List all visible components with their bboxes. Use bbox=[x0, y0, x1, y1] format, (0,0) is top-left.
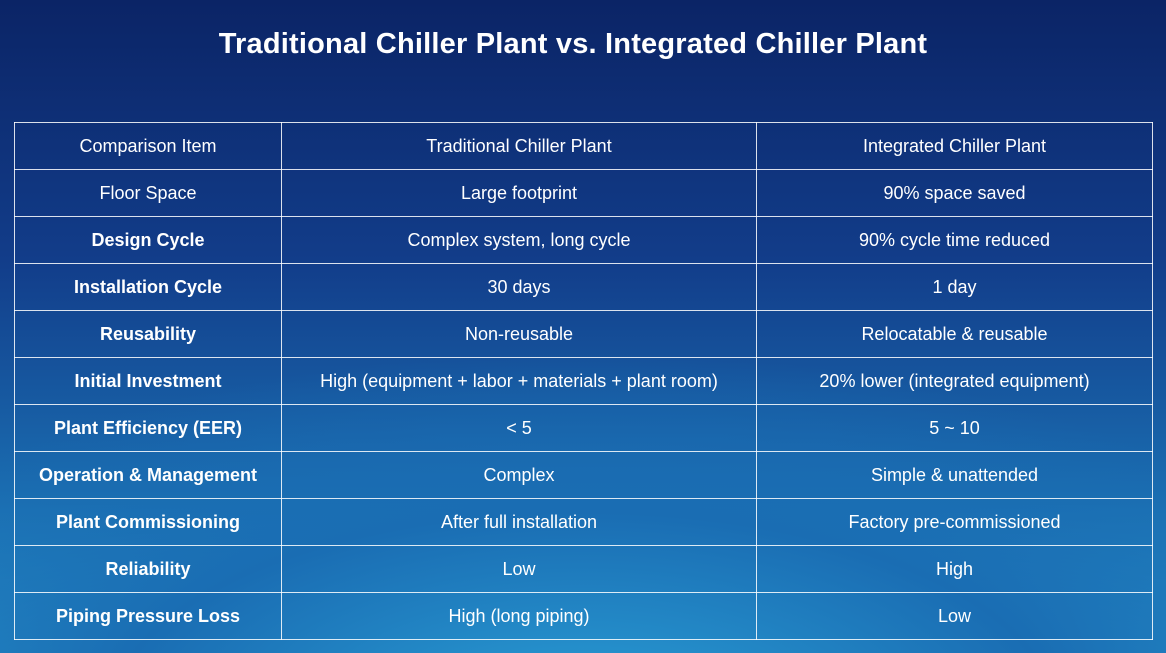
table-cell: After full installation bbox=[281, 498, 757, 546]
table-cell: Large footprint bbox=[281, 169, 757, 217]
table-cell: High (long piping) bbox=[281, 592, 757, 640]
row-label: Initial Investment bbox=[14, 357, 282, 405]
table-cell: High bbox=[756, 545, 1153, 593]
table-cell: Simple & unattended bbox=[756, 451, 1153, 499]
table-cell: Relocatable & reusable bbox=[756, 310, 1153, 358]
table-cell: 1 day bbox=[756, 263, 1153, 311]
table-row: Installation Cycle 30 days 1 day bbox=[14, 263, 1153, 311]
table-cell: Low bbox=[756, 592, 1153, 640]
table-cell: Complex system, long cycle bbox=[281, 216, 757, 264]
table-row: Piping Pressure Loss High (long piping) Lo… bbox=[14, 592, 1153, 640]
row-label: Operation & Management bbox=[14, 451, 282, 499]
table-row: Design Cycle Complex system, long cycle 90… bbox=[14, 216, 1153, 264]
table-cell: High (equipment + labor + materials + pl… bbox=[281, 357, 757, 405]
row-label: Installation Cycle bbox=[14, 263, 282, 311]
column-header: Integrated Chiller Plant bbox=[756, 122, 1153, 170]
row-label: Reliability bbox=[14, 545, 282, 593]
table-cell: 90% space saved bbox=[756, 169, 1153, 217]
row-label: Floor Space bbox=[14, 169, 282, 217]
row-label: Plant Commissioning bbox=[14, 498, 282, 546]
table-cell: 20% lower (integrated equipment) bbox=[756, 357, 1153, 405]
comparison-table: Comparison Item Traditional Chiller Plant… bbox=[14, 122, 1153, 640]
header-row: Comparison Item Traditional Chiller Plant… bbox=[14, 122, 1153, 170]
table-row: Floor Space Large footprint 90% space save… bbox=[14, 169, 1153, 217]
table-row: Operation & Management Complex Simple & un… bbox=[14, 451, 1153, 499]
table-row: Plant Commissioning After full installati… bbox=[14, 498, 1153, 546]
table-cell: 30 days bbox=[281, 263, 757, 311]
table-cell: 5 ~ 10 bbox=[756, 404, 1153, 452]
column-header: Comparison Item bbox=[14, 122, 282, 170]
table-row: Initial Investment High (equipment + labo… bbox=[14, 357, 1153, 405]
column-header: Traditional Chiller Plant bbox=[281, 122, 757, 170]
table-cell: Low bbox=[281, 545, 757, 593]
table-cell: Non-reusable bbox=[281, 310, 757, 358]
row-label: Plant Efficiency (EER) bbox=[14, 404, 282, 452]
table-cell: < 5 bbox=[281, 404, 757, 452]
row-label: Design Cycle bbox=[14, 216, 282, 264]
row-label: Piping Pressure Loss bbox=[14, 592, 282, 640]
row-label: Reusability bbox=[14, 310, 282, 358]
page-title: Traditional Chiller Plant vs. Integrated… bbox=[218, 28, 928, 60]
table-row: Reliability Low High bbox=[14, 545, 1153, 593]
table-row: Reusability Non-reusable Relocatable & reu… bbox=[14, 310, 1153, 358]
table-cell: 90% cycle time reduced bbox=[756, 216, 1153, 264]
table-cell: Factory pre-commissioned bbox=[756, 498, 1153, 546]
table-cell: Complex bbox=[281, 451, 757, 499]
